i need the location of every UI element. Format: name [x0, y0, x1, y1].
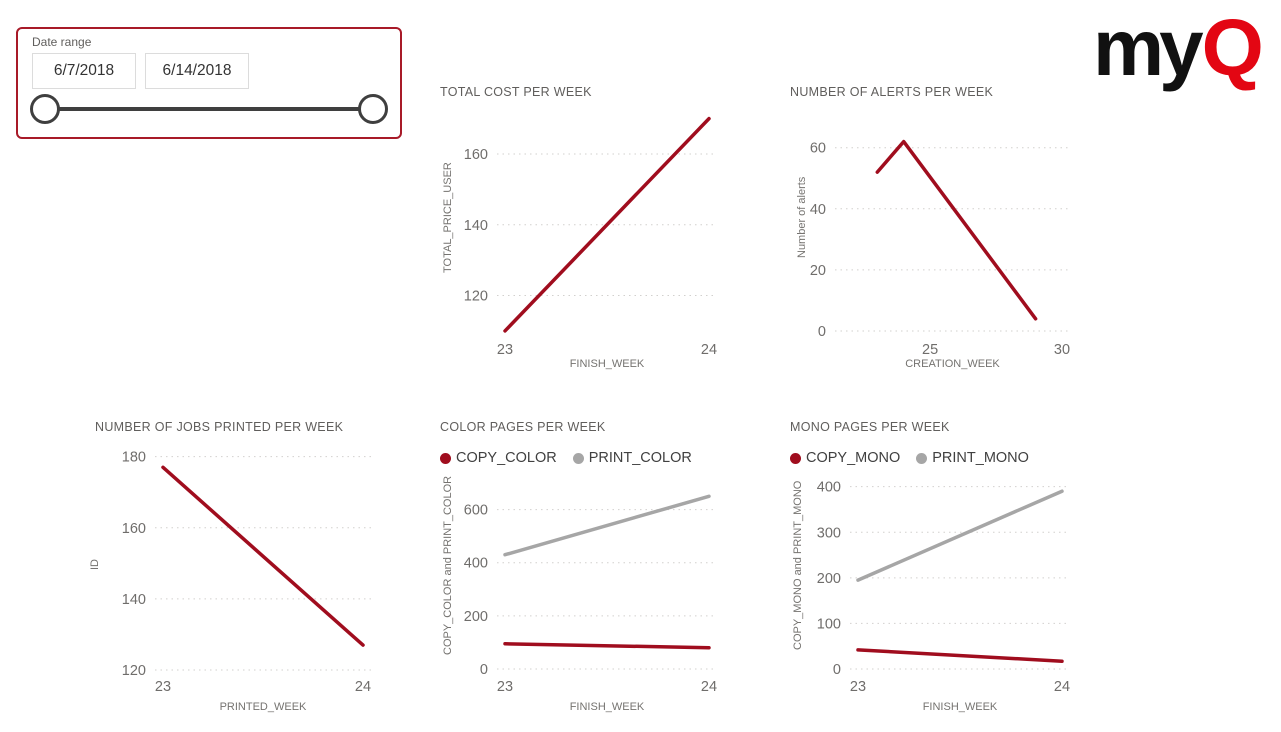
chart-plot-area[interactable]: 0 200 400 600 23 24	[440, 448, 730, 698]
svg-text:40: 40	[810, 202, 826, 218]
svg-text:180: 180	[122, 450, 146, 466]
svg-text:23: 23	[155, 679, 171, 695]
legend-item-print-mono[interactable]: PRINT_MONO	[916, 450, 1029, 466]
svg-text:24: 24	[355, 679, 371, 695]
chart-mono-pages-per-week: MONO PAGES PER WEEK COPY_MONO PRINT_MONO…	[790, 420, 1080, 732]
svg-text:160: 160	[122, 521, 146, 537]
svg-text:60: 60	[810, 141, 826, 157]
svg-text:140: 140	[122, 592, 146, 608]
svg-text:200: 200	[817, 571, 841, 587]
chart-plot-area[interactable]: 120 140 160 180 23 24	[95, 448, 385, 698]
chart-legend: COPY_COLOR PRINT_COLOR	[440, 450, 692, 466]
chart-title: COLOR PAGES PER WEEK	[440, 420, 606, 434]
legend-label: PRINT_COLOR	[588, 450, 692, 466]
chart-plot-area[interactable]: 0 20 40 60 25 30	[790, 105, 1080, 363]
svg-text:24: 24	[701, 679, 717, 695]
svg-text:100: 100	[817, 616, 841, 632]
legend-item-copy-mono[interactable]: COPY_MONO	[790, 450, 900, 466]
svg-text:600: 600	[464, 503, 488, 519]
date-range-slicer-card: Date range	[16, 27, 402, 139]
chart-total-cost-per-week: TOTAL COST PER WEEK TOTAL_PRICE_USER 120…	[440, 85, 730, 397]
legend-dot-icon	[572, 452, 584, 464]
svg-text:20: 20	[810, 263, 826, 279]
legend-item-copy-color[interactable]: COPY_COLOR	[440, 450, 557, 466]
svg-text:120: 120	[464, 289, 488, 305]
svg-text:400: 400	[817, 480, 841, 496]
logo-text-q: Q	[1201, 3, 1264, 92]
svg-text:23: 23	[497, 342, 513, 358]
svg-text:0: 0	[818, 324, 826, 340]
date-slider-track[interactable]	[44, 107, 374, 111]
chart-title: MONO PAGES PER WEEK	[790, 420, 950, 434]
svg-text:120: 120	[122, 663, 146, 679]
start-date-input[interactable]	[32, 53, 136, 89]
svg-text:23: 23	[497, 679, 513, 695]
date-slider-handle-end[interactable]	[358, 94, 388, 124]
slicer-title: Date range	[32, 35, 92, 49]
end-date-input[interactable]	[145, 53, 249, 89]
x-axis-title: FINISH_WEEK	[569, 358, 645, 370]
svg-text:160: 160	[464, 147, 488, 163]
chart-title: NUMBER OF ALERTS PER WEEK	[790, 85, 994, 99]
chart-title: NUMBER OF JOBS PRINTED PER WEEK	[95, 420, 344, 434]
myq-logo: myQ	[1093, 8, 1264, 88]
chart-plot-area[interactable]: 120 140 160 23 24	[440, 105, 730, 363]
logo-text-my: my	[1093, 3, 1204, 92]
legend-dot-icon	[916, 452, 928, 464]
svg-text:0: 0	[833, 662, 841, 678]
legend-label: COPY_COLOR	[456, 450, 557, 466]
legend-item-print-color[interactable]: PRINT_COLOR	[572, 450, 692, 466]
svg-text:24: 24	[1054, 679, 1070, 695]
x-axis-title: FINISH_WEEK	[922, 701, 998, 713]
legend-dot-icon	[790, 452, 801, 464]
x-axis-title: FINISH_WEEK	[569, 701, 645, 713]
date-slider-handle-start[interactable]	[30, 94, 60, 124]
x-axis-title: CREATION_WEEK	[905, 358, 1000, 370]
svg-text:24: 24	[701, 342, 717, 358]
legend-label: COPY_MONO	[806, 450, 901, 466]
svg-text:25: 25	[922, 342, 938, 358]
svg-text:30: 30	[1054, 342, 1070, 358]
chart-legend: COPY_MONO PRINT_MONO	[790, 450, 1029, 466]
chart-color-pages-per-week: COLOR PAGES PER WEEK COPY_COLOR PRINT_CO…	[440, 420, 730, 732]
x-axis-title: PRINTED_WEEK	[219, 701, 307, 713]
svg-text:200: 200	[464, 609, 488, 625]
svg-text:400: 400	[464, 556, 488, 572]
svg-text:140: 140	[464, 218, 488, 234]
svg-text:0: 0	[480, 662, 488, 678]
chart-plot-area[interactable]: 0 100 200 300 400 23 24	[790, 448, 1080, 698]
chart-jobs-printed-per-week: NUMBER OF JOBS PRINTED PER WEEK ID 120 14…	[89, 420, 385, 732]
svg-text:23: 23	[850, 679, 866, 695]
svg-text:300: 300	[817, 525, 841, 541]
legend-label: PRINT_MONO	[932, 450, 1029, 466]
chart-alerts-per-week: NUMBER OF ALERTS PER WEEK Number of aler…	[790, 85, 1080, 397]
legend-dot-icon	[440, 452, 451, 464]
chart-title: TOTAL COST PER WEEK	[440, 85, 592, 99]
